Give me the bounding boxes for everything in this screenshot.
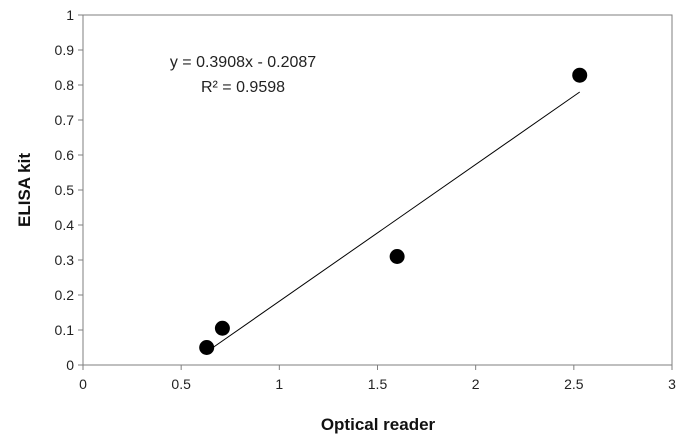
x-tick-label: 0.5 bbox=[171, 376, 191, 392]
x-tick-label: 1.5 bbox=[368, 376, 388, 392]
data-point bbox=[389, 249, 405, 264]
y-tick-label: 0.3 bbox=[55, 252, 75, 268]
r-squared-label: R² = 0.9598 bbox=[201, 79, 285, 96]
x-tick-label: 0 bbox=[79, 376, 87, 392]
y-ticks-group: 0 0.1 0.2 0.3 0.4 0.5 0.6 0.7 0.8 0.9 1 bbox=[55, 7, 83, 373]
x-tick-label: 3 bbox=[668, 376, 676, 392]
x-axis-title: Optical reader bbox=[321, 415, 436, 434]
trendline bbox=[206, 91, 581, 353]
y-tick-label: 0 bbox=[66, 357, 74, 373]
y-tick-label: 0.7 bbox=[55, 112, 75, 128]
y-tick-label: 0.5 bbox=[55, 182, 75, 198]
x-tick-label: 2 bbox=[472, 376, 480, 392]
y-tick-label: 0.6 bbox=[55, 147, 75, 163]
data-point bbox=[572, 67, 588, 83]
y-tick-label: 0.1 bbox=[55, 322, 75, 338]
trend-group bbox=[206, 91, 581, 353]
y-tick-label: 1 bbox=[66, 7, 74, 23]
data-point bbox=[199, 340, 215, 355]
y-tick-label: 0.2 bbox=[55, 287, 75, 303]
points-group bbox=[199, 67, 588, 355]
y-tick-label: 0.4 bbox=[55, 217, 75, 233]
trendline-equation: y = 0.3908x - 0.2087 bbox=[170, 54, 316, 71]
x-tick-label: 2.5 bbox=[564, 376, 584, 392]
data-point bbox=[214, 320, 230, 336]
x-tick-label: 1 bbox=[275, 376, 283, 392]
y-axis-title: ELISA kit bbox=[15, 153, 34, 227]
x-ticks-group: 0 0.5 1 1.5 2 2.5 3 bbox=[79, 365, 676, 392]
y-tick-label: 0.9 bbox=[55, 42, 75, 58]
y-tick-label: 0.8 bbox=[55, 77, 75, 93]
